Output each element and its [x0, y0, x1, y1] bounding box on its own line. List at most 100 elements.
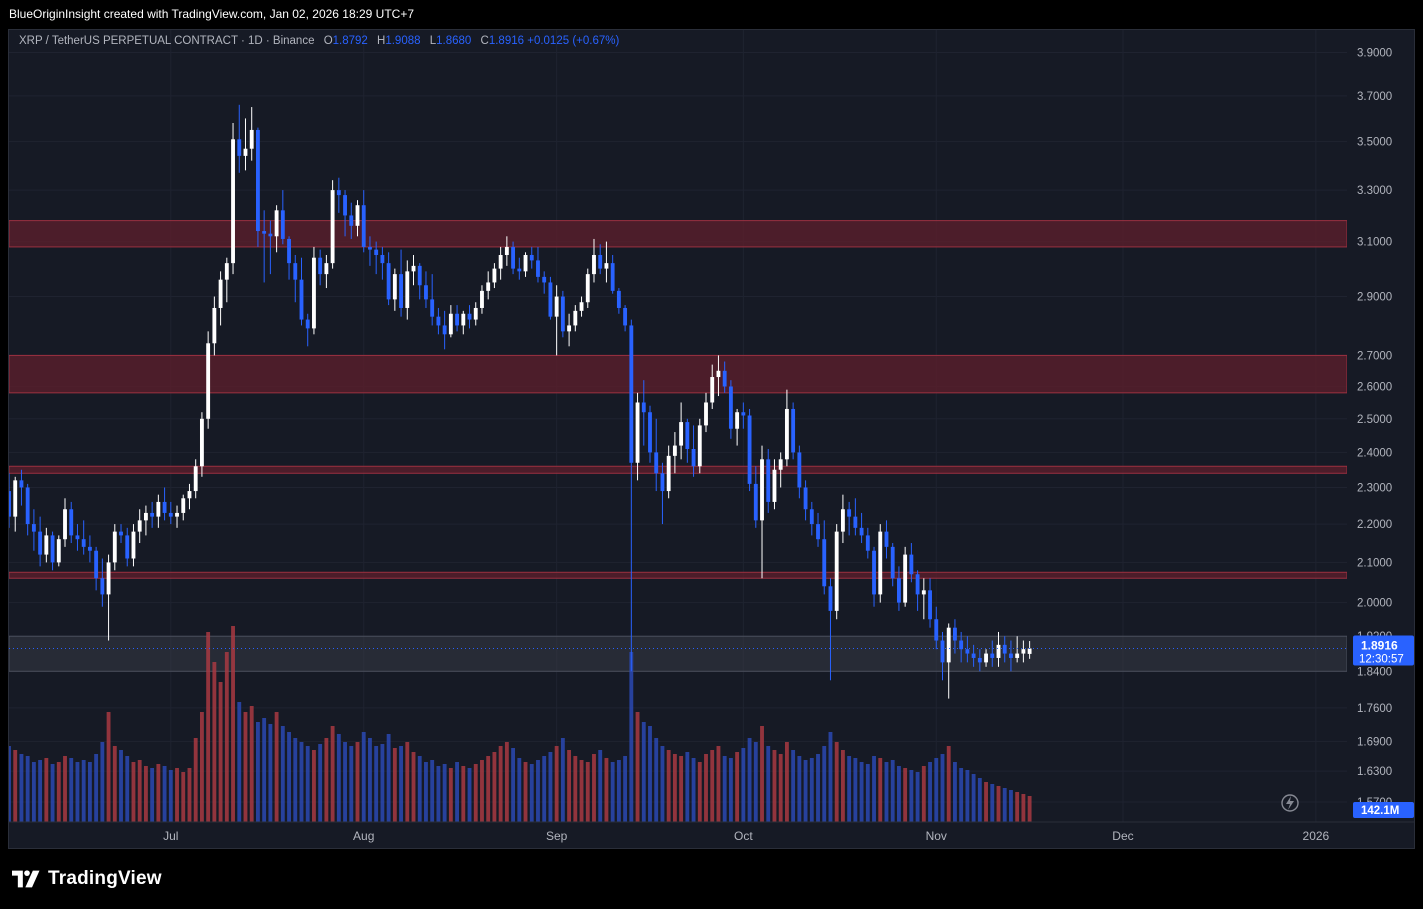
volume-bar	[63, 756, 67, 822]
candle-body	[536, 260, 540, 277]
price-zone-resistance	[9, 220, 1348, 248]
candle-body	[330, 190, 335, 264]
candle-body	[150, 512, 155, 517]
candle-body	[50, 535, 55, 563]
volume-bar	[784, 742, 789, 822]
price-chart[interactable]: 3.9000 3.7000 3.5000 3.3000 3.1000 2.9000 2.70…	[9, 30, 1414, 848]
candle-body	[380, 254, 385, 264]
candle-body	[791, 408, 796, 453]
candle-body	[436, 316, 441, 326]
volume-bar	[206, 632, 211, 822]
candle-body	[1002, 644, 1007, 654]
candle-body	[884, 531, 889, 547]
candle-body	[112, 531, 117, 563]
volume-bar	[87, 762, 92, 822]
volume-bar	[946, 746, 951, 822]
volume-bar	[791, 750, 796, 822]
volume-bar	[143, 766, 148, 822]
volume-bar	[523, 762, 528, 822]
candle-body	[268, 233, 273, 237]
volume-bar	[753, 742, 758, 822]
volume-bar	[237, 702, 242, 822]
volume-bar	[928, 762, 932, 822]
volume-bar	[977, 778, 982, 822]
chart-pane[interactable]: 3.9000 3.7000 3.5000 3.3000 3.1000 2.9000 2.70…	[8, 29, 1415, 849]
close-label: C	[480, 35, 489, 47]
volume-bar	[934, 758, 939, 822]
candle-body	[940, 640, 945, 663]
volume-bar	[361, 732, 366, 822]
volume-bar	[256, 722, 260, 822]
volume-bar	[504, 742, 509, 822]
volume-bar	[75, 762, 80, 822]
volume-bar	[666, 750, 671, 822]
candle-body	[890, 546, 895, 579]
candle-body	[424, 285, 428, 300]
price-zone-support	[9, 571, 1348, 579]
price-axis-label: 2.5000	[1357, 414, 1392, 426]
candle-body	[274, 210, 279, 237]
candle-body	[660, 473, 665, 492]
volume-bar	[959, 768, 964, 822]
volume-bar	[436, 766, 441, 822]
candle-body	[9, 491, 11, 517]
volume-bar	[343, 742, 347, 822]
candle-body	[872, 550, 876, 595]
volume-bar	[374, 746, 379, 822]
candle-body	[579, 302, 584, 311]
volume-bar	[318, 744, 323, 822]
candle-body	[604, 263, 609, 269]
volume-bar	[106, 712, 111, 822]
tradingview-logo-icon	[12, 870, 40, 888]
price-axis-label: 2.0000	[1357, 598, 1392, 610]
volume-bar	[996, 786, 1001, 822]
candle-body	[181, 498, 186, 513]
volume-bar	[355, 742, 360, 822]
candle-body	[392, 274, 397, 300]
volume-bar	[218, 682, 223, 822]
bar-countdown: 12:30:57	[1359, 654, 1404, 666]
candle-body	[859, 527, 864, 536]
candle-body	[374, 249, 379, 255]
candle-body	[405, 271, 410, 308]
volume-bar	[187, 768, 192, 822]
symbol-title[interactable]: XRP / TetherUS PERPETUAL CONTRACT · 1D ·…	[19, 35, 315, 47]
candle-body	[753, 483, 758, 521]
price-axis-label: 2.4000	[1357, 447, 1392, 459]
price-axis-label: 2.6000	[1357, 381, 1392, 393]
volume-bar	[212, 662, 217, 822]
candle-body	[368, 246, 372, 250]
volume-bar	[710, 750, 715, 822]
candle-body	[834, 531, 839, 611]
volume-bar	[716, 746, 721, 822]
price-axis-label: 3.9000	[1357, 47, 1392, 59]
tradingview-logo[interactable]: TradingView	[12, 866, 162, 892]
last-price-tag	[1353, 635, 1414, 666]
candle-body	[965, 649, 970, 654]
candle-body	[212, 307, 217, 344]
candle-body	[766, 459, 771, 502]
candle-body	[996, 644, 1001, 658]
candle-body	[822, 539, 827, 587]
candle-body	[199, 418, 204, 467]
price-zone-zone	[9, 465, 1348, 474]
open-label: O	[323, 35, 333, 47]
volume-bar	[181, 772, 186, 822]
volume-bar	[654, 738, 659, 822]
header-bar: BlueOriginInsight created with TradingVi…	[0, 0, 1423, 28]
candle-body	[598, 254, 603, 269]
volume-bar	[293, 738, 298, 822]
candle-body	[44, 535, 49, 555]
volume-bar	[38, 760, 43, 822]
candle-body	[256, 129, 260, 232]
candle-body	[853, 516, 858, 528]
volume-bar	[299, 742, 304, 822]
volume-bar	[579, 760, 584, 822]
volume-bar	[921, 766, 926, 822]
volume-bar	[616, 760, 621, 822]
volume-bar	[1027, 796, 1032, 822]
candle-body	[94, 550, 99, 579]
candle-body	[654, 452, 659, 474]
candle-body	[262, 231, 267, 234]
candle-body	[610, 263, 615, 291]
